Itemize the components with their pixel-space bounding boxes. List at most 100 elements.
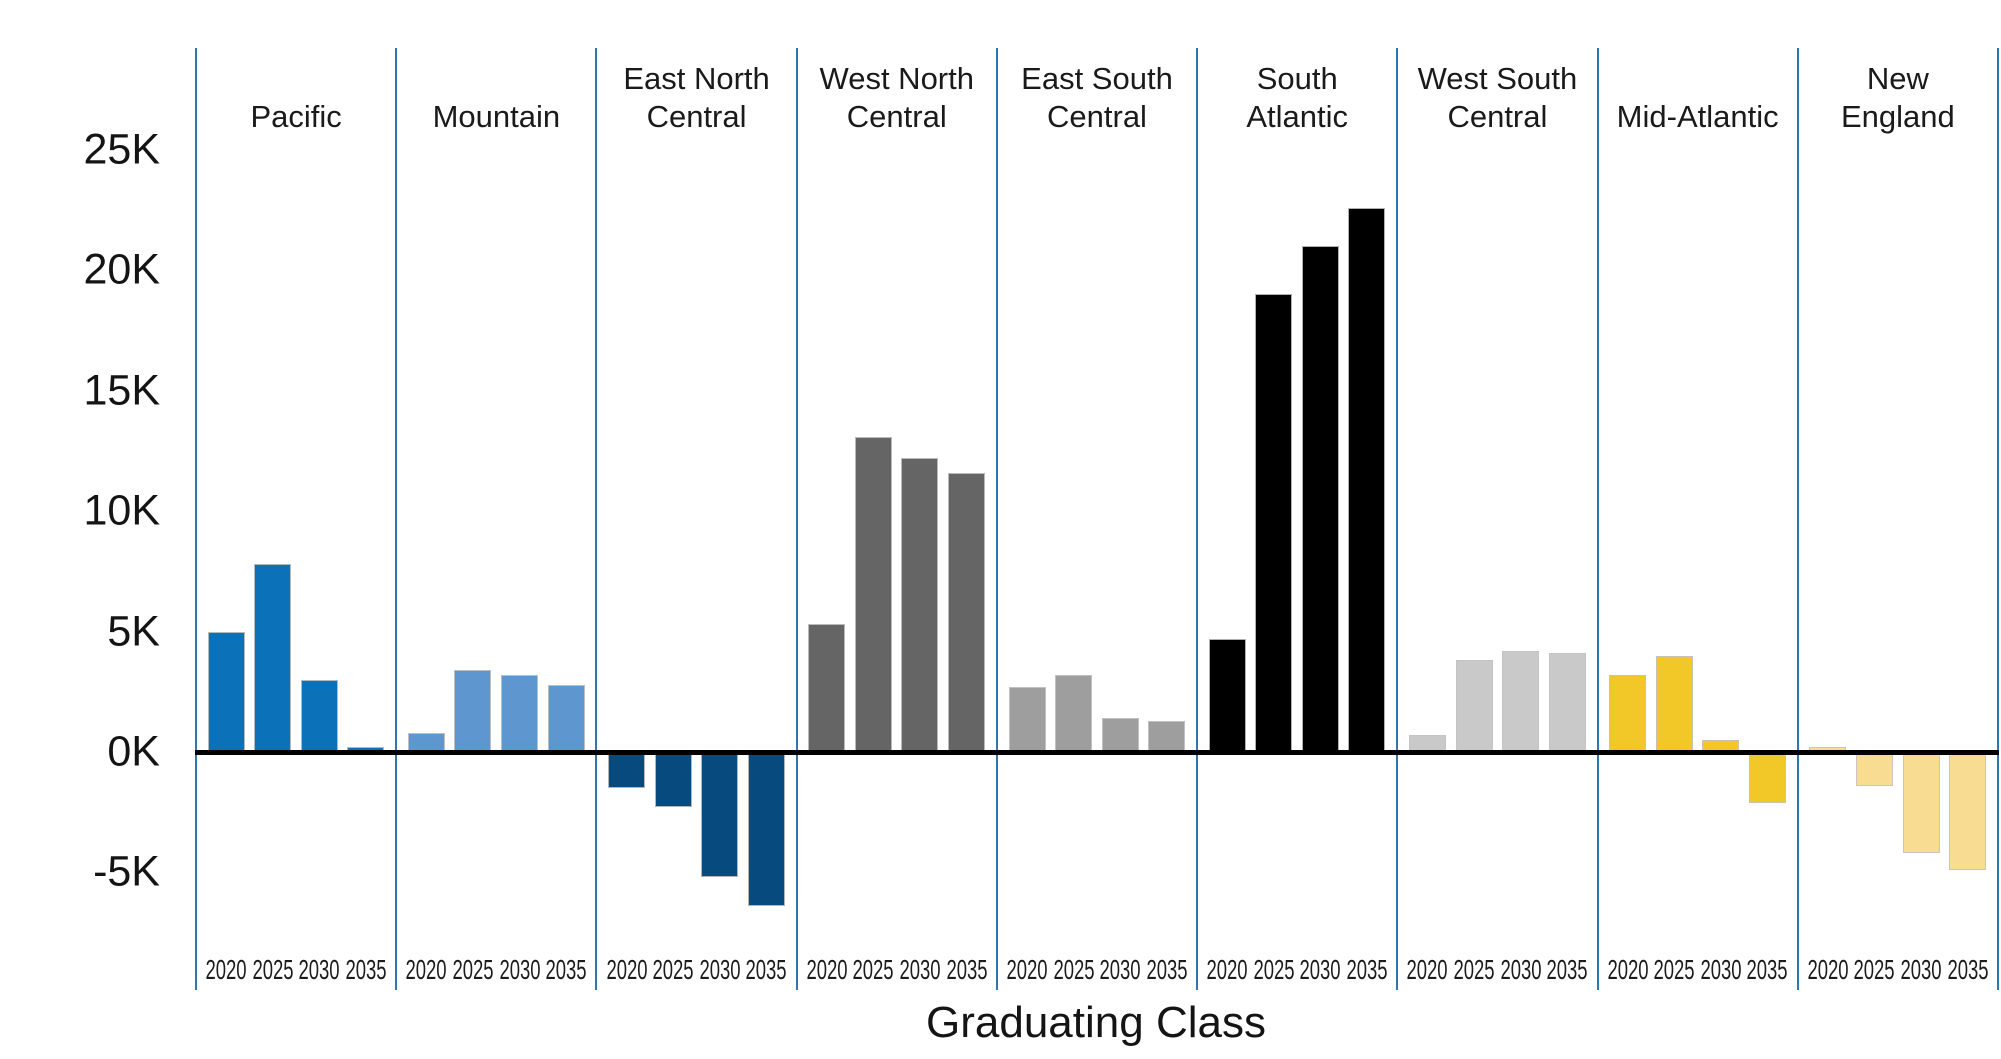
bar-east-south-central-2020 [1008, 686, 1046, 752]
panel-title-line: Mountain [432, 99, 561, 134]
x-tick-label-mid-atlantic-2030: 2030 [1690, 954, 1752, 986]
panel-title-line: South [1256, 61, 1338, 96]
bar-west-south-central-2030 [1502, 650, 1540, 752]
panel-pacific: Pacific 2020 2025 2030 2035 [195, 48, 395, 990]
x-tick-text: 2025 [652, 954, 694, 985]
panel-east-south-central: East South Central 2020 2025 2030 2035 [995, 48, 1198, 990]
bar-west-south-central-2035 [1548, 653, 1586, 752]
x-tick-label-pacific-2030: 2030 [288, 954, 350, 986]
x-tick-label-east-south-central-2020: 2020 [996, 954, 1058, 986]
y-tick-label-5k: 5K [107, 607, 160, 656]
x-tick-label-south-atlantic-2020: 2020 [1196, 954, 1258, 986]
x-tick-text: 2035 [545, 954, 587, 985]
x-tick-label-west-north-central-2025: 2025 [842, 954, 904, 986]
bar-east-north-central-2030 [701, 752, 739, 878]
bar-east-south-central-2030 [1101, 718, 1139, 752]
y-tick-label--5k: -5K [93, 847, 160, 896]
x-tick-text: 2025 [1253, 954, 1295, 985]
x-tick-label-east-north-central-2020: 2020 [595, 954, 657, 986]
bar-new-england-2035 [1949, 752, 1987, 870]
x-tick-label-east-south-central-2035: 2035 [1136, 954, 1198, 986]
panel-title-line: West North [819, 61, 974, 96]
x-tick-label-south-atlantic-2030: 2030 [1289, 954, 1351, 986]
x-tick-label-new-england-2035: 2035 [1936, 954, 1998, 986]
x-tick-text: 2035 [745, 954, 787, 985]
panel-title-line: England [1840, 99, 1955, 134]
panel-title-line: Mid-Atlantic [1616, 99, 1779, 134]
x-tick-label-west-south-central-2035: 2035 [1536, 954, 1598, 986]
panel-title-east-north-central: East North Central [597, 60, 795, 136]
x-tick-label-west-south-central-2020: 2020 [1396, 954, 1458, 986]
y-axis: 25K 20K 15K 10K 5K 0K -5K [0, 0, 195, 1059]
zero-baseline [195, 750, 1999, 755]
x-tick-label-east-south-central-2030: 2030 [1089, 954, 1151, 986]
y-tick-label-10k: 10K [83, 486, 160, 535]
x-tick-label-mid-atlantic-2025: 2025 [1643, 954, 1705, 986]
bar-mountain-2035 [547, 684, 585, 752]
bar-mountain-2030 [501, 674, 539, 752]
bar-south-atlantic-2025 [1255, 294, 1293, 752]
panel-title-line: Central [1047, 99, 1147, 134]
panel-title-east-south-central: East South Central [998, 60, 1196, 136]
bar-east-north-central-2025 [654, 752, 692, 808]
bar-new-england-2030 [1902, 752, 1940, 854]
bar-west-north-central-2025 [854, 436, 892, 752]
x-tick-text: 2035 [1947, 954, 1989, 985]
x-tick-label-mountain-2035: 2035 [535, 954, 597, 986]
panel-title-mid-atlantic: Mid-Atlantic [1599, 60, 1797, 136]
panel-title-line: Central [846, 99, 947, 134]
x-tick-text: 2035 [345, 954, 387, 985]
x-tick-text: 2030 [1700, 954, 1742, 985]
panel-title-west-south-central: West South Central [1398, 60, 1596, 136]
bar-mid-atlantic-2035 [1748, 752, 1786, 803]
bar-new-england-2025 [1855, 752, 1893, 786]
x-tick-label-south-atlantic-2025: 2025 [1243, 954, 1305, 986]
panel-title-south-atlantic: South Atlantic [1198, 60, 1396, 136]
x-tick-text: 2030 [1299, 954, 1341, 985]
x-tick-text: 2030 [1900, 954, 1942, 985]
x-tick-text: 2020 [1807, 954, 1849, 985]
x-tick-label-pacific-2035: 2035 [335, 954, 397, 986]
bar-pacific-2020 [207, 631, 245, 752]
x-tick-label-mountain-2025: 2025 [442, 954, 504, 986]
x-tick-label-east-north-central-2035: 2035 [735, 954, 797, 986]
x-tick-text: 2030 [1099, 954, 1141, 985]
x-tick-text: 2020 [1607, 954, 1649, 985]
x-tick-label-south-atlantic-2035: 2035 [1336, 954, 1398, 986]
bar-west-north-central-2035 [948, 472, 986, 752]
x-tick-text: 2020 [606, 954, 648, 985]
panel-east-north-central: East North Central 2020 2025 2030 2035 [595, 48, 795, 990]
panel-title-west-north-central: West North Central [798, 60, 996, 136]
x-axis-title: Graduating Class [926, 998, 1266, 1047]
bar-south-atlantic-2020 [1208, 638, 1246, 752]
x-tick-label-west-north-central-2020: 2020 [796, 954, 858, 986]
panel-title-mountain: Mountain [397, 60, 595, 136]
x-tick-text: 2025 [1453, 954, 1495, 985]
x-tick-label-west-south-central-2030: 2030 [1489, 954, 1551, 986]
panel-west-north-central: West North Central 2020 2025 2030 2035 [795, 48, 996, 990]
panel-title-new-england: New England [1799, 60, 1997, 136]
panel-title-line: East South [1021, 61, 1173, 96]
x-tick-text: 2020 [405, 954, 447, 985]
x-tick-text: 2030 [699, 954, 741, 985]
panel-mountain: Mountain 2020 2025 2030 2035 [395, 48, 595, 990]
bar-mid-atlantic-2025 [1655, 655, 1693, 752]
x-tick-text: 2035 [1546, 954, 1588, 985]
x-tick-label-west-north-central-2030: 2030 [889, 954, 951, 986]
panel-south-atlantic: South Atlantic 2020 2025 2030 2035 [1196, 48, 1396, 990]
bar-pacific-2030 [300, 679, 338, 752]
x-tick-text: 2030 [298, 954, 340, 985]
panel-title-line: Atlantic [1246, 99, 1349, 134]
x-tick-text: 2020 [1406, 954, 1448, 985]
x-tick-label-east-north-central-2025: 2025 [642, 954, 704, 986]
x-tick-label-pacific-2020: 2020 [195, 954, 257, 986]
x-tick-label-west-south-central-2025: 2025 [1443, 954, 1505, 986]
bar-east-north-central-2035 [747, 752, 785, 907]
y-tick-label-15k: 15K [83, 366, 160, 415]
panel-title-line: West South [1417, 61, 1578, 96]
x-tick-text: 2020 [205, 954, 247, 985]
bar-west-south-central-2025 [1455, 660, 1493, 752]
panel-title-line: Central [1447, 99, 1548, 134]
x-tick-text: 2025 [1653, 954, 1695, 985]
